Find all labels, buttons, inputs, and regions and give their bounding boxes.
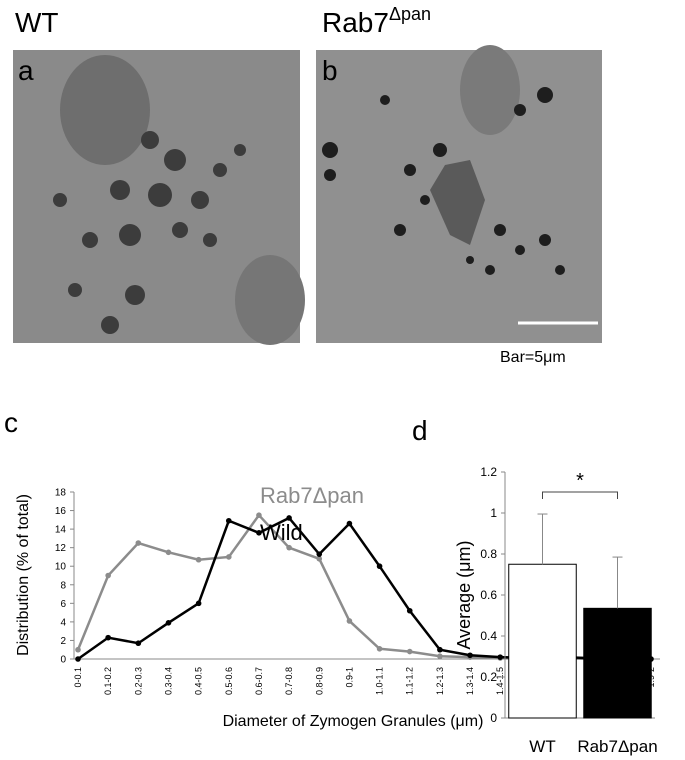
panel-title: Rab7Δpan xyxy=(322,4,431,38)
point xyxy=(165,620,172,626)
granules xyxy=(322,87,565,275)
x-tick-label: 0-0.1 xyxy=(73,667,83,688)
bar xyxy=(508,563,577,719)
point xyxy=(105,572,111,579)
y-tick-label: 4 xyxy=(60,617,66,628)
y-tick-label: 6 xyxy=(60,599,66,610)
y-tick-label: 0.2 xyxy=(480,670,497,684)
point xyxy=(195,556,202,563)
y-tick-label: 2 xyxy=(60,636,66,647)
point xyxy=(225,554,232,560)
point xyxy=(75,656,81,662)
y-tick-label: 18 xyxy=(55,488,67,499)
x-tick-label: 0.3-0.4 xyxy=(163,667,173,695)
panel-letter: b xyxy=(322,55,338,86)
y-axis-title: Average (μm) xyxy=(454,540,474,649)
bar xyxy=(583,607,652,719)
y-tick-label: 0.6 xyxy=(480,588,497,602)
x-tick-label: 1.0-1.1 xyxy=(375,667,385,695)
x-tick-label: 0.7-0.8 xyxy=(284,667,294,695)
point xyxy=(135,640,142,647)
y-tick-label: 12 xyxy=(55,543,67,554)
point xyxy=(406,648,413,655)
x-tick-label: 0.1-0.2 xyxy=(103,667,113,695)
x-tick-label: 1.1-1.2 xyxy=(405,667,415,695)
point xyxy=(225,517,232,524)
point xyxy=(286,544,292,551)
y-tick-label: 0 xyxy=(490,711,497,725)
y-tick-label: 10 xyxy=(55,562,67,573)
panel-letter: a xyxy=(18,55,34,86)
point xyxy=(256,512,262,518)
point xyxy=(105,634,111,641)
point xyxy=(437,646,443,653)
x-tick-label: 0.9-1 xyxy=(344,667,354,688)
y-tick-label: 16 xyxy=(55,506,67,517)
x-tick-label: 0.2-0.3 xyxy=(133,667,143,695)
y-tick-label: 1.2 xyxy=(480,465,497,479)
x-tick-label: 0.4-0.5 xyxy=(194,667,204,695)
y-tick-label: 14 xyxy=(55,525,67,536)
nucleus xyxy=(235,255,305,345)
y-tick-label: 8 xyxy=(60,580,66,591)
x-tick-label: 1.2-1.3 xyxy=(435,667,445,695)
micrograph-b: b xyxy=(316,45,602,343)
nucleus xyxy=(460,45,520,135)
granules xyxy=(53,131,246,334)
point xyxy=(346,618,353,624)
point xyxy=(75,646,81,653)
scale-label: Bar=5μm xyxy=(500,349,566,366)
panel-title: WT xyxy=(15,7,59,38)
legend-label: Rab7Δpan xyxy=(260,483,364,508)
point xyxy=(316,556,323,562)
y-tick-label: 0.4 xyxy=(480,629,497,643)
x-tick-label: 0.8-0.9 xyxy=(314,667,324,695)
x-tick-label: 1.3-1.4 xyxy=(465,667,475,695)
x-tick-label: Rab7Δpan xyxy=(577,737,657,756)
point xyxy=(497,654,504,660)
legend-label: Wild xyxy=(260,520,303,545)
significance-bracket xyxy=(542,491,618,499)
point xyxy=(135,540,142,546)
panel-letter: c xyxy=(4,407,18,438)
y-tick-label: 0.8 xyxy=(480,547,497,561)
point xyxy=(376,563,383,570)
x-axis-title: Diameter of Zymogen Granules (μm) xyxy=(223,713,484,730)
title-base: Rab7 xyxy=(322,7,389,38)
lumen xyxy=(430,160,485,245)
title-sup: Δpan xyxy=(389,4,431,24)
x-tick-label: 1.4-1.5 xyxy=(495,667,505,695)
micrograph-a: a xyxy=(13,50,305,345)
y-axis-title: Distribution (% of total) xyxy=(15,494,32,656)
point xyxy=(346,520,353,527)
point xyxy=(316,551,323,557)
point xyxy=(467,652,473,659)
x-tick-label: 0.6-0.7 xyxy=(254,667,264,695)
point xyxy=(376,645,383,652)
point xyxy=(286,515,292,521)
panel-letter: d xyxy=(412,415,428,446)
point xyxy=(256,530,262,536)
point xyxy=(165,549,172,556)
point xyxy=(406,607,413,614)
y-tick-label: 0 xyxy=(60,655,66,666)
y-tick-label: 1 xyxy=(490,506,497,520)
nucleus xyxy=(60,55,150,165)
annotation: * xyxy=(576,470,584,492)
point xyxy=(195,600,202,607)
point xyxy=(437,653,443,660)
x-tick-label: 0.5-0.6 xyxy=(224,667,234,695)
x-tick-label: WT xyxy=(529,737,555,756)
